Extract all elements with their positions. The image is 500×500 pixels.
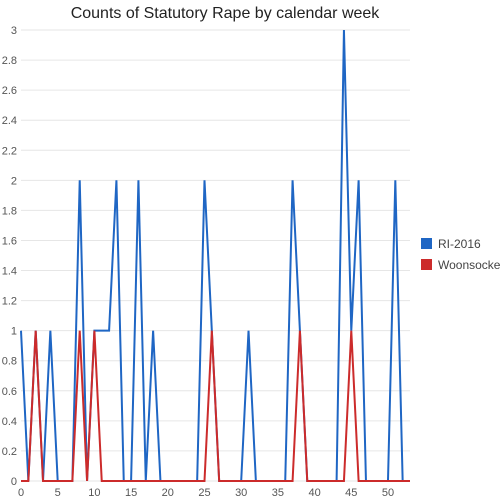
x-tick-label: 0 [18,487,24,499]
y-tick-label: 0 [11,476,17,488]
series-line-1 [21,330,410,482]
y-tick-label: 2.4 [2,115,17,127]
y-tick-label: 1.2 [2,296,17,308]
x-tick-label: 35 [272,487,284,499]
y-tick-label: 2.8 [2,55,17,67]
legend-label: Woonsocket [438,258,500,272]
x-tick-label: 20 [162,487,174,499]
x-tick-label: 25 [198,487,210,499]
y-tick-label: 0.4 [2,416,17,428]
y-tick-label: 0.2 [2,446,17,458]
y-tick-label: 2.6 [2,85,17,97]
y-tick-label: 3 [11,25,17,37]
x-tick-label: 30 [235,487,247,499]
y-tick-label: 0.6 [2,386,17,398]
legend: RI-2016 Woonsocket [421,237,500,272]
y-tick-label: 1 [11,326,17,338]
y-tick-label: 1.4 [2,266,17,278]
legend-swatch [421,238,432,249]
legend-label: RI-2016 [438,237,481,251]
x-tick-label: 5 [55,487,61,499]
y-tick-label: 2 [11,175,17,187]
legend-swatch [421,259,432,270]
x-tick-label: 15 [125,487,137,499]
chart-title: Counts of Statutory Rape by calendar wee… [71,5,381,22]
series-lines [20,29,410,482]
x-tick-label: 40 [308,487,320,499]
y-tick-label: 1.6 [2,235,17,247]
x-axis-ticks: 0 5 10 15 20 25 30 35 40 45 50 [18,487,394,499]
x-tick-label: 50 [382,487,394,499]
x-tick-label: 45 [345,487,357,499]
x-tick-label: 10 [88,487,100,499]
y-tick-label: 1.8 [2,205,17,217]
y-tick-label: 0.8 [2,356,17,368]
y-tick-label: 2.2 [2,145,17,157]
y-axis-ticks: 0 0.2 0.4 0.6 0.8 1 1.2 1.4 1.6 1.8 2 2.2 2.4 2.6 2.8 3 [2,25,17,488]
